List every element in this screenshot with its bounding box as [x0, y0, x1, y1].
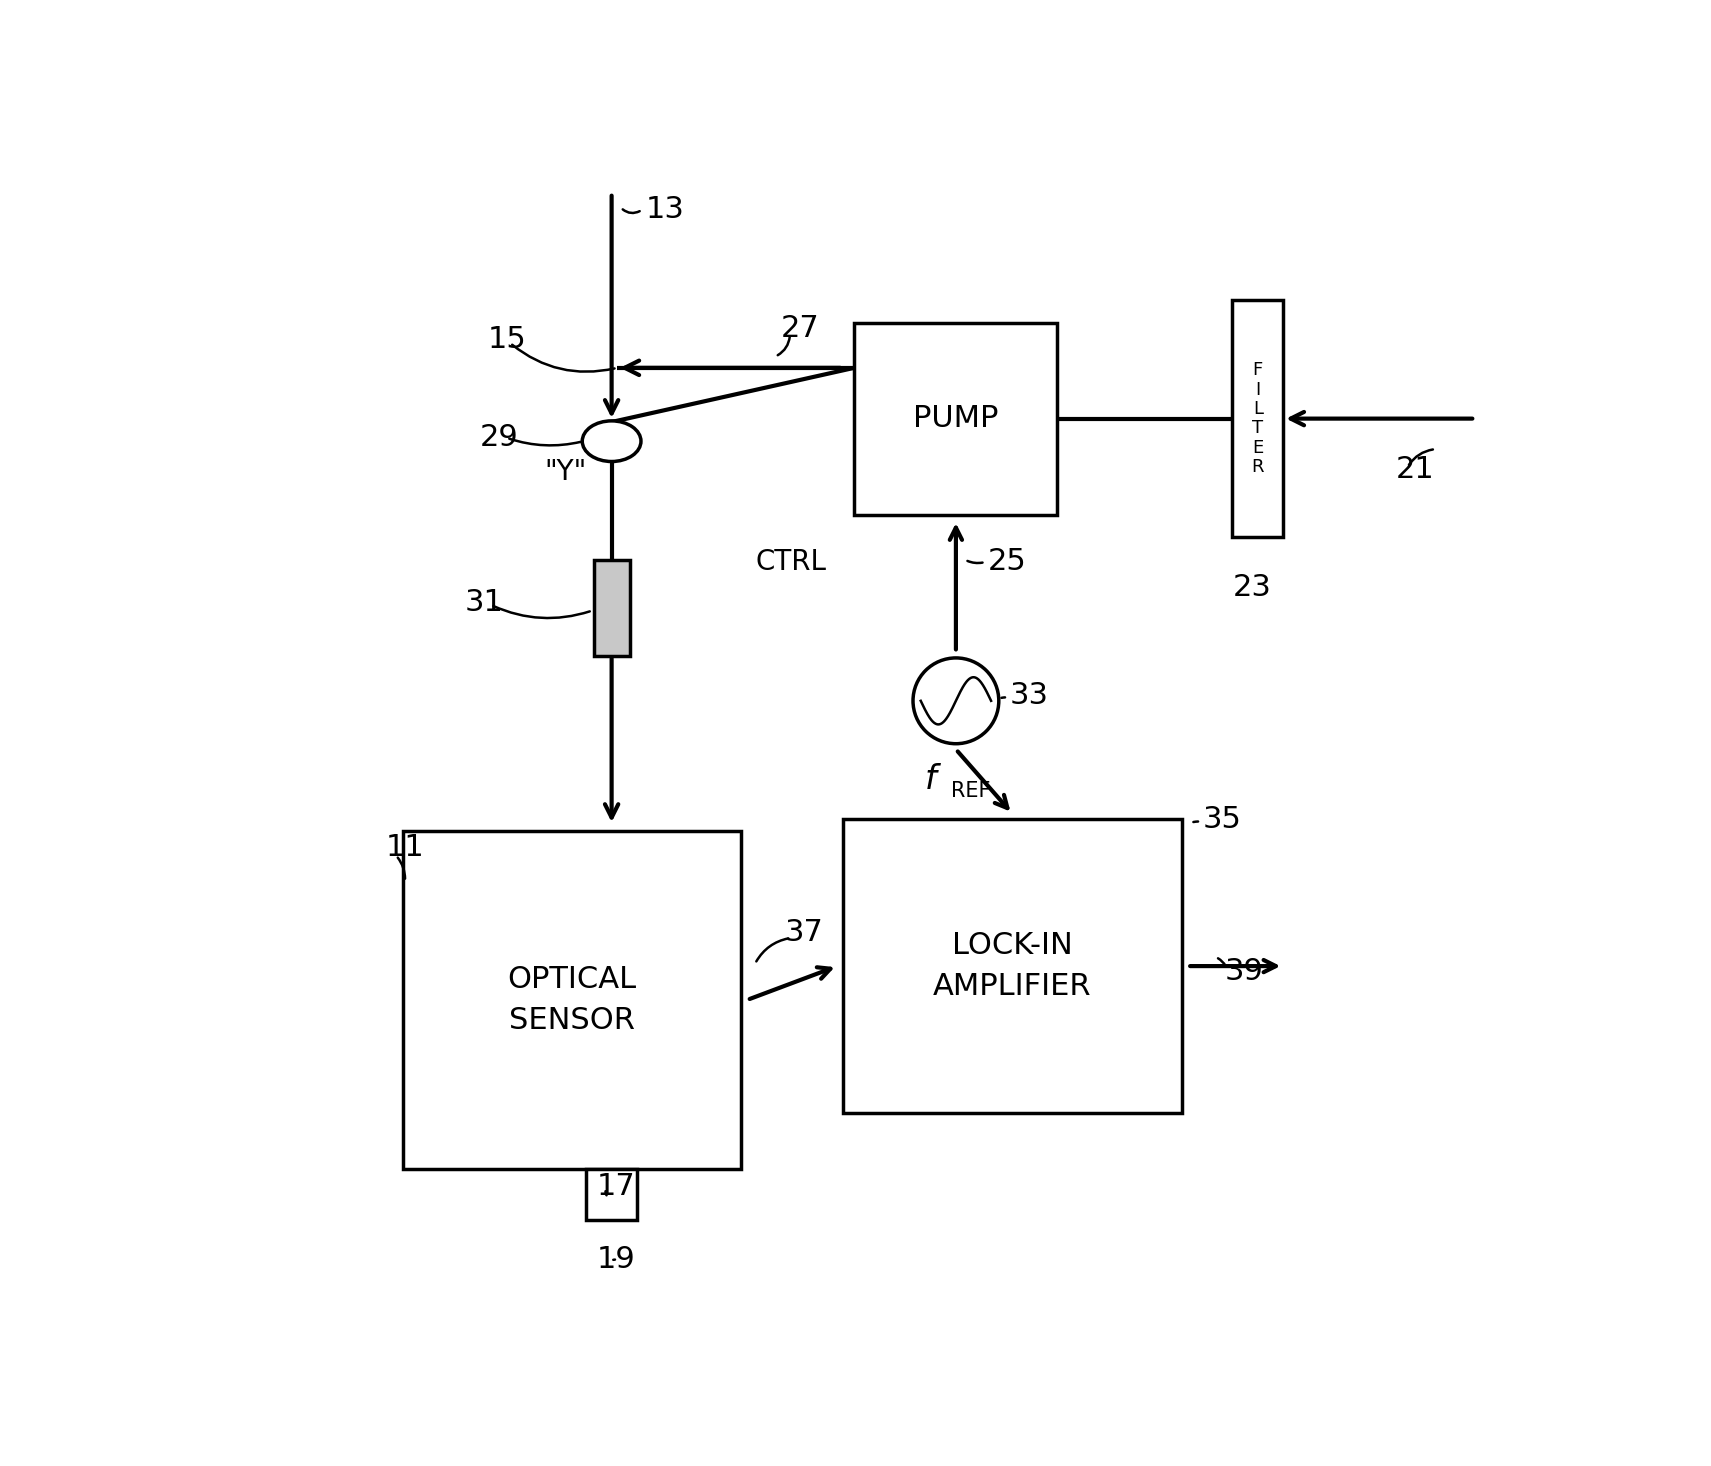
- Bar: [844, 819, 1182, 1113]
- Text: "Y": "Y": [544, 457, 587, 485]
- Text: 17: 17: [597, 1171, 636, 1201]
- Text: 21: 21: [1396, 454, 1436, 484]
- Text: 23: 23: [1234, 573, 1271, 603]
- Text: REF: REF: [951, 781, 991, 800]
- Text: 19: 19: [597, 1245, 636, 1274]
- Bar: [854, 323, 1057, 515]
- Text: PUMP: PUMP: [914, 405, 999, 432]
- Bar: [402, 831, 741, 1170]
- Text: 15: 15: [488, 325, 527, 355]
- Text: 29: 29: [479, 424, 518, 453]
- Text: 37: 37: [784, 918, 823, 947]
- Text: F
I
L
T
E
R: F I L T E R: [1252, 361, 1264, 476]
- Text: $f$: $f$: [924, 764, 943, 796]
- Text: 39: 39: [1225, 957, 1263, 987]
- Bar: [1232, 301, 1283, 537]
- Ellipse shape: [582, 421, 642, 462]
- Text: 27: 27: [780, 314, 820, 343]
- Text: 25: 25: [987, 547, 1027, 576]
- Text: 33: 33: [1009, 680, 1049, 710]
- Bar: [594, 560, 630, 655]
- Text: 31: 31: [465, 588, 503, 617]
- Bar: [587, 1170, 636, 1220]
- Text: CTRL: CTRL: [755, 548, 826, 576]
- Text: 35: 35: [1203, 805, 1242, 834]
- Circle shape: [914, 658, 999, 743]
- Text: OPTICAL
SENSOR: OPTICAL SENSOR: [508, 965, 636, 1035]
- Text: 13: 13: [645, 195, 684, 224]
- Text: 11: 11: [387, 833, 424, 862]
- Text: LOCK-IN
AMPLIFIER: LOCK-IN AMPLIFIER: [932, 931, 1092, 1001]
